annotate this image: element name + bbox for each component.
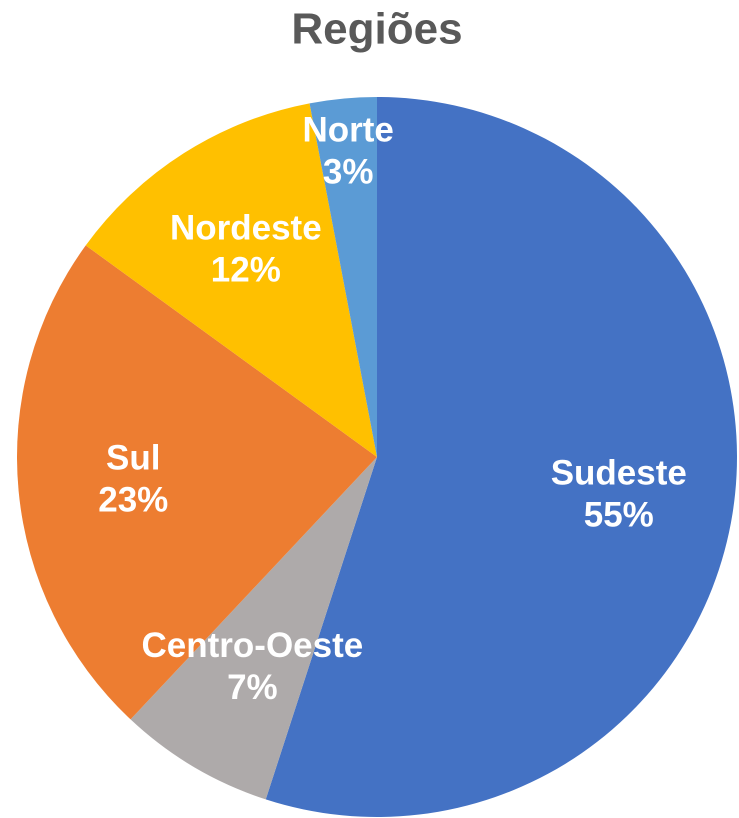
slice-label: Centro-Oeste [142,626,364,665]
slice-label: Norte [302,111,393,150]
slice-value-label: 3% [323,153,374,192]
slice-value-label: 23% [98,480,168,519]
pie-slice [85,103,378,457]
chart-title: Regiões [291,5,462,54]
slice-value-label: 55% [584,496,654,535]
slice-label: Nordeste [170,209,322,248]
slice-value-label: 12% [211,251,281,290]
pie-slice [309,97,377,457]
pie-slice [265,97,737,817]
pie-slice [17,245,377,720]
slice-label: Sudeste [551,454,687,493]
slice-label: Sul [106,438,160,477]
slice-value-label: 7% [227,668,278,707]
pie-slice [130,457,377,800]
